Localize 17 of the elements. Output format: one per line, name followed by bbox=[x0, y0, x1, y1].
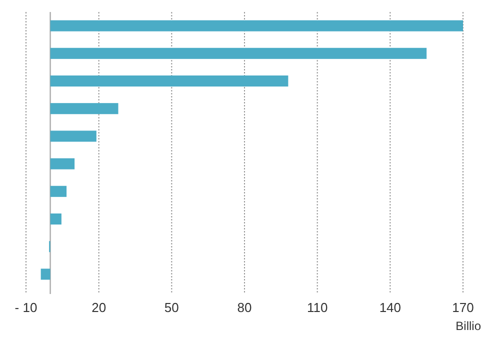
bar bbox=[50, 186, 67, 197]
x-tick-label: 170 bbox=[452, 300, 474, 315]
bar bbox=[50, 103, 118, 114]
x-tick-label: 110 bbox=[306, 300, 328, 315]
bar bbox=[50, 158, 75, 170]
bar bbox=[50, 48, 427, 59]
bar bbox=[40, 268, 50, 280]
bar bbox=[50, 213, 62, 225]
bar bbox=[50, 130, 96, 142]
x-tick-label: 80 bbox=[237, 300, 252, 315]
x-tick-label: - 10 bbox=[14, 300, 38, 315]
x-axis-title: Billio bbox=[456, 319, 482, 333]
bar bbox=[50, 75, 288, 87]
x-tick-label: 20 bbox=[92, 300, 106, 315]
bar bbox=[50, 20, 463, 32]
x-tick-label: 140 bbox=[379, 300, 402, 315]
x-tick-label: 50 bbox=[164, 300, 179, 315]
